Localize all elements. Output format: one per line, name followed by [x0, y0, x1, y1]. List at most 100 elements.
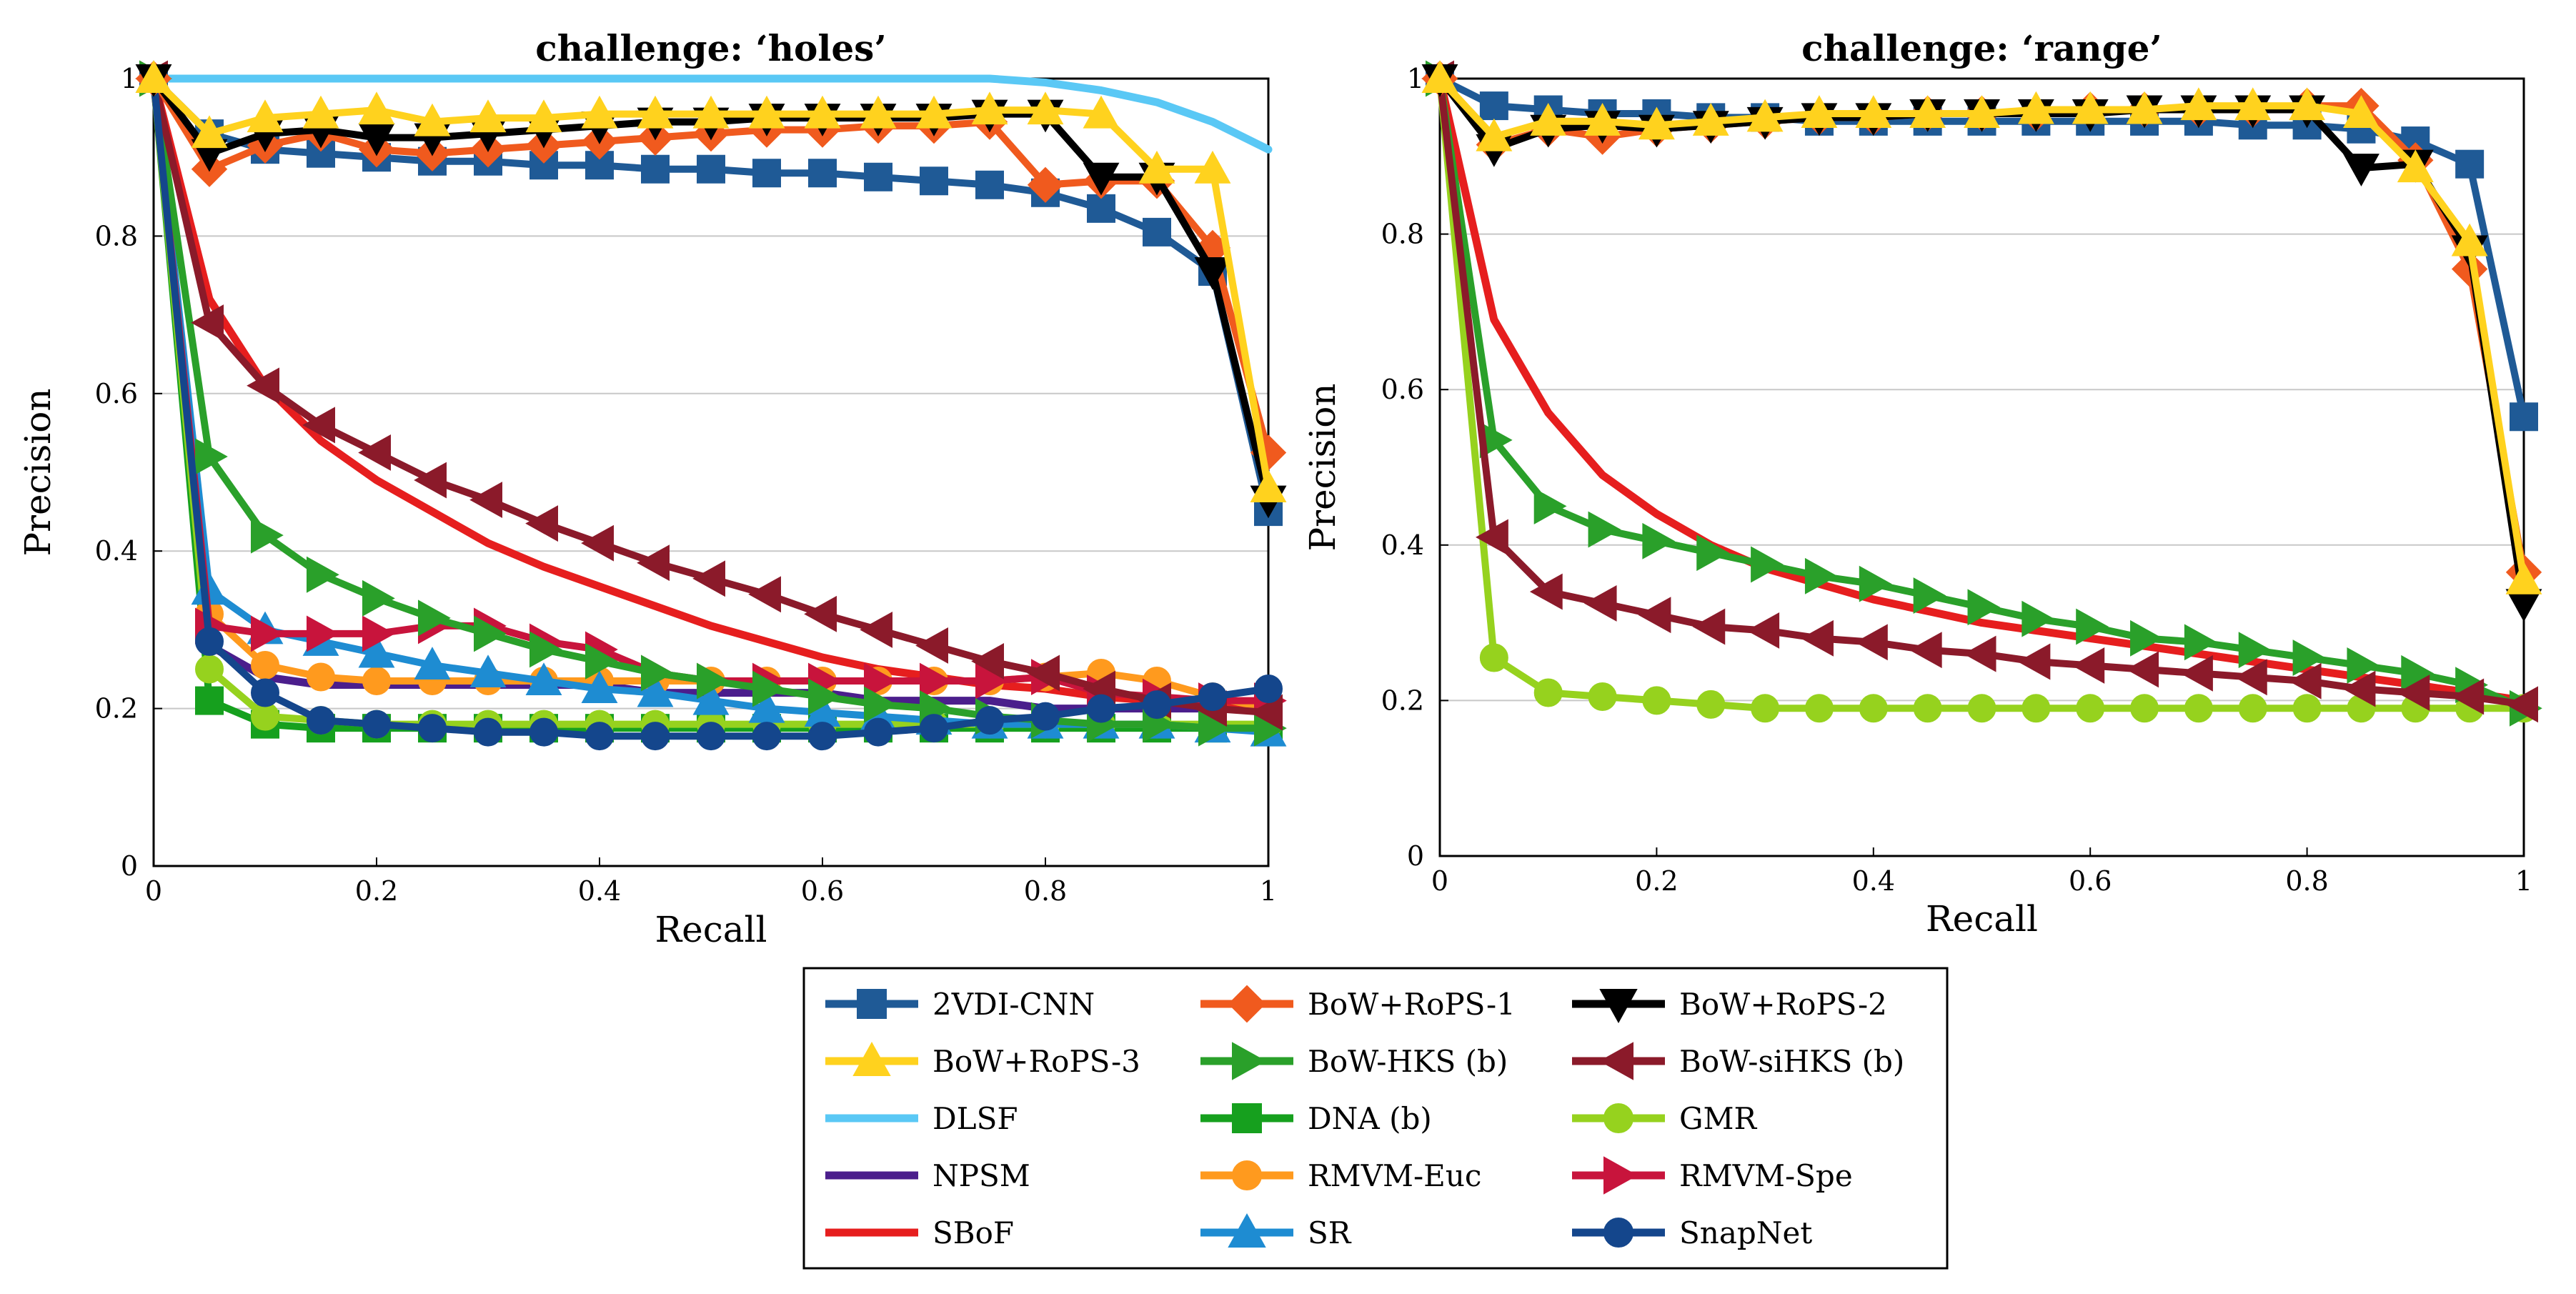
- legend-label: BoW+RoPS-3: [933, 1044, 1140, 1079]
- point-snapnet: [697, 722, 725, 751]
- point-bow-hks-b: [2238, 632, 2272, 669]
- legend-label: DLSF: [933, 1101, 1018, 1136]
- point-bow-sihks-b: [748, 576, 781, 613]
- y-tick-label: 0: [121, 850, 138, 882]
- point-bow-hks-b: [2021, 600, 2055, 637]
- chart-holes: 0 0.2 0.4 0.6 0.8 1 0 0.2 0.4 0.6 0.8 1 challenge: ‘…: [17, 27, 1287, 950]
- point-bow-rops-2: [1083, 162, 1120, 196]
- point-bow-rops-3: [1692, 103, 1729, 136]
- legend-swatch-marker: [1232, 1042, 1267, 1080]
- series-bow-sihks-b: [135, 60, 1283, 731]
- point-bow-rops-3: [2343, 95, 2379, 128]
- point-2vdi-cnn: [752, 159, 781, 188]
- point-2vdi-cnn: [864, 162, 892, 191]
- chart-title: challenge: ‘range’: [1801, 27, 2162, 69]
- point-bow-hks-b: [808, 678, 841, 715]
- point-bow-hks-b: [2076, 608, 2109, 645]
- legend-swatch-marker: [852, 1041, 891, 1076]
- y-tick-label: 1: [121, 63, 138, 94]
- point-bow-sihks-b: [1529, 573, 1563, 610]
- legend-label: GMR: [1679, 1101, 1758, 1136]
- legend-label: BoW-HKS (b): [1308, 1044, 1508, 1079]
- point-snapnet: [307, 706, 335, 735]
- point-bow-rops-3: [414, 103, 451, 136]
- series-sbof: [1436, 74, 2528, 705]
- point-bow-sihks-b: [358, 434, 391, 471]
- point-bow-rops-3: [1746, 99, 1784, 132]
- y-tick-label: 1: [1407, 63, 1424, 94]
- point-bow-sihks-b: [1909, 632, 1942, 669]
- point-bow-rops-3: [1909, 95, 1946, 128]
- x-tick-label: 0.2: [1635, 865, 1678, 897]
- legend-swatch-marker: [1603, 1156, 1638, 1195]
- point-gmr: [1642, 686, 1671, 715]
- point-bow-rops-3: [1421, 60, 1458, 93]
- point-bow-sihks-b: [1963, 635, 1996, 672]
- point-2vdi-cnn: [1479, 91, 1508, 121]
- legend-label: SnapNet: [1679, 1215, 1812, 1250]
- point-bow-rops-3: [1138, 150, 1175, 184]
- point-bow-hks-b: [362, 579, 395, 617]
- point-bow-sihks-b: [2180, 655, 2213, 692]
- point-bow-sihks-b: [247, 367, 279, 404]
- point-bow-sihks-b: [860, 611, 892, 648]
- point-gmr: [2076, 694, 2105, 723]
- point-bow-rops-3: [2017, 91, 2054, 124]
- point-bow-sihks-b: [302, 407, 335, 444]
- point-bow-hks-b: [1967, 589, 2001, 626]
- y-tick-label: 0.4: [95, 535, 138, 567]
- point-rmvm-spe: [307, 615, 339, 652]
- legend-label: BoW+RoPS-2: [1679, 987, 1887, 1022]
- point-bow-rops-3: [1476, 118, 1513, 151]
- point-snapnet: [1143, 690, 1171, 720]
- x-tick-label: 0.2: [355, 875, 398, 907]
- point-snapnet: [1031, 702, 1060, 731]
- series-snapnet: [139, 64, 1283, 751]
- point-bow-hks-b: [1533, 487, 1567, 524]
- point-bow-hks-b: [474, 615, 507, 652]
- x-tick-label: 0: [145, 875, 162, 907]
- point-bow-rops-3: [247, 99, 284, 133]
- point-gmr: [2021, 694, 2051, 723]
- point-bow-sihks-b: [414, 462, 447, 499]
- point-bow-rops-3: [2234, 87, 2272, 121]
- legend-label: DNA (b): [1308, 1101, 1432, 1136]
- point-gmr: [1967, 694, 1996, 723]
- legend-swatch-marker: [1228, 985, 1266, 1023]
- point-bow-rops-3: [581, 95, 618, 129]
- point-bow-sihks-b: [1692, 608, 1726, 645]
- point-rmvm-spe: [920, 662, 953, 700]
- point-bow-rops-3: [1638, 106, 1675, 140]
- x-tick-label: 1: [1260, 875, 1277, 907]
- plot-frame: [1438, 77, 2525, 857]
- legend-entry-rmvm-euc: RMVM-Euc: [1200, 1158, 1481, 1193]
- point-bow-hks-b: [1642, 522, 1676, 559]
- legend-entry-sbof: SBoF: [825, 1215, 1014, 1250]
- point-bow-hks-b: [641, 655, 674, 692]
- point-bow-sihks-b: [1854, 624, 1888, 661]
- x-tick-label: 0.4: [1852, 865, 1895, 897]
- point-bow-hks-b: [585, 643, 618, 680]
- point-bow-hks-b: [529, 631, 562, 668]
- point-gmr: [2184, 694, 2213, 723]
- point-bow-rops-3: [469, 99, 507, 133]
- series-line-dlsf: [149, 74, 1273, 154]
- point-bow-sihks-b: [915, 627, 948, 664]
- y-tick-label: 0.8: [1381, 219, 1424, 250]
- legend-entry-bow-rops-1: BoW+RoPS-1: [1200, 985, 1516, 1023]
- point-bow-hks-b: [752, 670, 785, 707]
- point-snapnet: [474, 717, 502, 747]
- point-bow-sihks-b: [804, 595, 837, 632]
- point-bow-sihks-b: [692, 560, 725, 597]
- point-bow-sihks-b: [2126, 651, 2159, 688]
- legend-entry-2vdi-cnn: 2VDI-CNN: [825, 987, 1095, 1022]
- legend-swatch-marker: [1232, 1103, 1262, 1133]
- point-bow-sihks-b: [2017, 643, 2051, 680]
- point-bow-rops-3: [2451, 223, 2488, 257]
- legend-label: RMVM-Euc: [1308, 1158, 1481, 1193]
- point-bow-sihks-b: [2505, 686, 2538, 723]
- point-snapnet: [251, 678, 279, 707]
- point-2vdi-cnn: [920, 166, 948, 196]
- y-axis-label: Precision: [1302, 383, 1343, 551]
- legend-label: NPSM: [933, 1158, 1030, 1193]
